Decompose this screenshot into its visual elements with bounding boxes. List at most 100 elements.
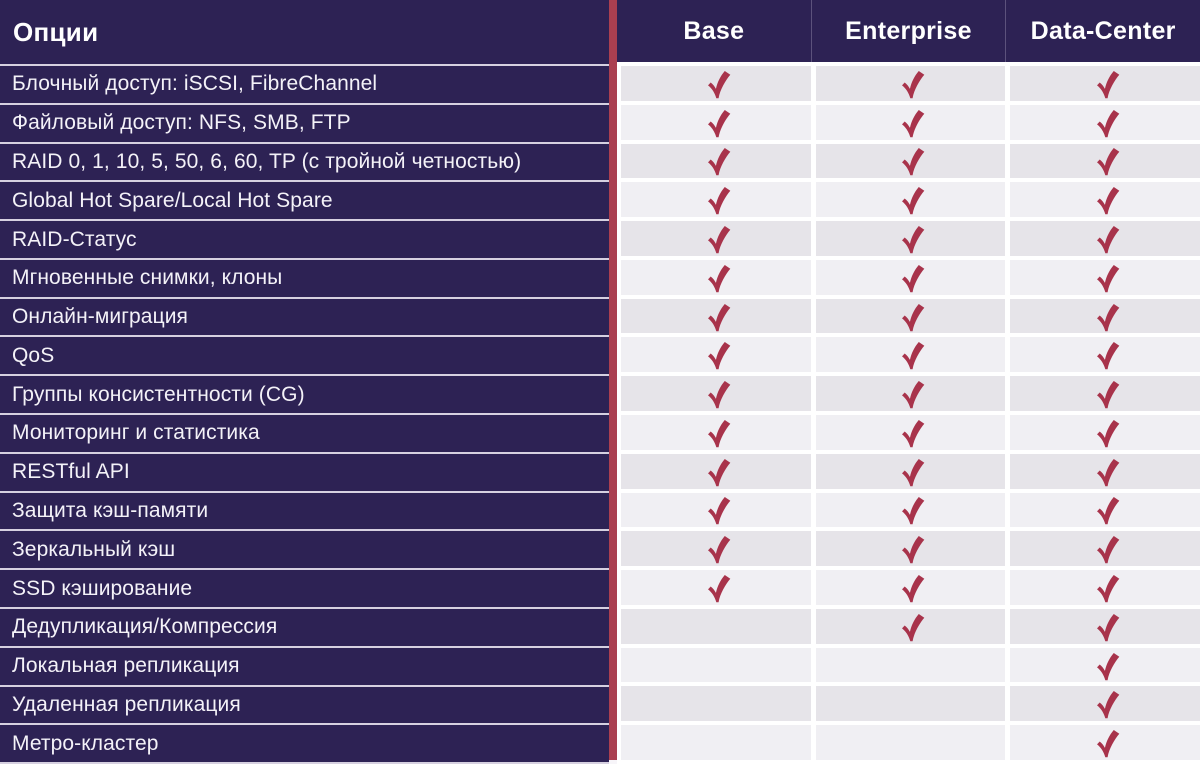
check-icon [1090,223,1120,254]
feature-included-cell [1010,104,1200,140]
check-icon [701,145,731,176]
option-label: QoS [12,343,55,367]
feature-included-cell [1010,182,1200,218]
check-icon [1090,184,1120,215]
red-divider-bar [609,0,617,764]
option-row: Защита кэш-памяти [0,493,609,532]
feature-empty-cell [621,647,811,683]
option-label: Онлайн-миграция [12,305,189,329]
option-label: RAID-Статус [12,227,137,251]
check-icon [895,262,925,293]
plans-panel: Base Enterprise Data-Center [617,0,1200,764]
feature-empty-cell [815,725,1006,760]
option-row: Мгновенные снимки, клоны [0,260,609,299]
option-label: Зеркальный кэш [12,537,176,561]
option-row: RESTful API [0,454,609,493]
check-icon [1090,339,1120,370]
plan-header-enterprise: Enterprise [810,0,1006,62]
check-icon [1090,378,1120,409]
check-icon [1090,301,1120,332]
check-icon [895,223,925,254]
feature-included-cell [1010,725,1200,760]
option-label: Удаленная репликация [12,692,241,716]
option-label: Защита кэш-памяти [12,498,209,522]
check-icon [895,494,925,525]
check-icon [701,184,731,215]
option-row: Онлайн-миграция [0,299,609,338]
check-icon [701,339,731,370]
check-icon [701,378,731,409]
feature-included-cell [621,259,811,295]
option-label: SSD кэширование [12,576,193,600]
check-icon [701,107,731,138]
option-row: Дедупликация/Компрессия [0,609,609,648]
feature-included-cell [621,298,811,334]
feature-included-cell [1010,453,1200,489]
feature-included-cell [1010,259,1200,295]
feature-included-cell [1010,337,1200,373]
feature-included-cell [1010,686,1200,722]
check-icon [1090,650,1120,681]
feature-included-cell [621,415,811,450]
option-label: Global Hot Spare/Local Hot Spare [12,188,333,212]
option-label: Мгновенные снимки, клоны [12,266,283,290]
feature-included-cell [815,182,1006,218]
check-icon [895,184,925,215]
feature-included-cell [815,298,1006,334]
option-row: Группы консистентности (CG) [0,376,609,416]
plans-header-row: Base Enterprise Data-Center [617,0,1200,66]
option-row: SSD кэширование [0,570,609,609]
feature-included-cell [815,453,1006,489]
check-icon [1090,533,1120,564]
plan-header-data-center: Data-Center [1005,0,1200,62]
check-icon [1090,572,1120,603]
options-column: Опции Блочный доступ: iSCSI, FibreChanne… [0,0,609,764]
check-icon [895,456,925,487]
check-icon [895,417,925,448]
feature-included-cell [1010,221,1200,256]
feature-empty-cell [621,725,811,760]
option-label: Метро-кластер [12,731,159,755]
check-icon [701,533,731,564]
option-row: RAID 0, 1, 10, 5, 50, 6, 60, TP (с тройн… [0,144,609,183]
feature-included-cell [815,143,1006,179]
check-icon [701,262,731,293]
check-icon [1090,145,1120,176]
option-label: Дедупликация/Компрессия [12,615,278,639]
check-icon [1090,417,1120,448]
option-row: Удаленная репликация [0,687,609,726]
option-label: RAID 0, 1, 10, 5, 50, 6, 60, TP (с тройн… [12,149,522,173]
feature-included-cell [815,415,1006,450]
feature-included-cell [815,608,1006,644]
check-icon [895,301,925,332]
feature-included-cell [621,104,811,140]
feature-empty-cell [621,686,811,722]
feature-included-cell [815,221,1006,256]
check-icon [895,378,925,409]
option-row: QoS [0,337,609,377]
feature-included-cell [815,492,1006,528]
feature-included-cell [815,531,1006,567]
check-icon [895,572,925,603]
option-row: RAID-Статус [0,221,609,260]
check-icon [1090,68,1120,99]
feature-included-cell [621,66,811,101]
feature-included-cell [1010,608,1200,644]
check-icon [701,223,731,254]
feature-included-cell [815,104,1006,140]
feature-included-cell [1010,66,1200,101]
option-row: Блочный доступ: iSCSI, FibreChannel [0,66,609,105]
check-icon [895,533,925,564]
feature-included-cell [815,570,1006,605]
check-icon [1090,688,1120,719]
feature-included-cell [621,492,811,528]
feature-included-cell [815,66,1006,101]
check-icon [701,456,731,487]
check-icon [1090,611,1120,642]
feature-empty-cell [815,686,1006,722]
option-label: Локальная репликация [12,654,240,678]
check-icon [1090,456,1120,487]
check-icon [895,107,925,138]
check-icon [701,301,731,332]
